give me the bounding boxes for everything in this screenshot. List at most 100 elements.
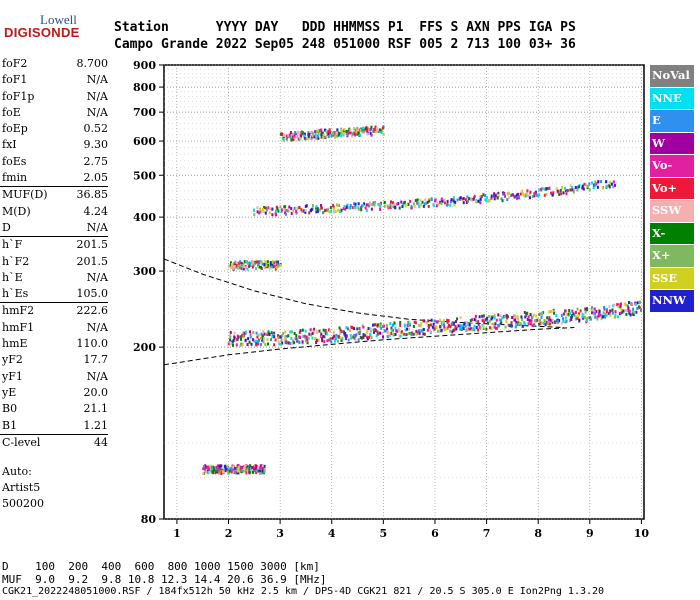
echo-mark — [374, 125, 377, 129]
echo-mark — [345, 334, 348, 338]
echo-mark — [336, 339, 339, 343]
echo-mark — [275, 260, 278, 264]
echo-mark — [530, 319, 533, 323]
echo-mark — [266, 338, 269, 342]
echo-mark — [317, 136, 320, 140]
echo-mark — [218, 471, 221, 475]
echo-mark — [449, 203, 452, 207]
echo-mark — [627, 306, 630, 310]
echo-mark — [253, 263, 256, 267]
echo-mark — [345, 204, 348, 208]
echo-mark — [629, 302, 632, 306]
echo-mark — [333, 135, 336, 139]
echo-mark — [433, 327, 436, 331]
echo-mark — [308, 132, 311, 136]
echo-mark — [446, 318, 449, 322]
echo-mark — [305, 204, 308, 208]
echo-mark — [527, 322, 530, 326]
echo-mark — [262, 209, 265, 213]
echo-mark — [271, 207, 274, 211]
echo-mark — [408, 320, 411, 324]
echo-mark — [486, 318, 489, 322]
echo-mark — [467, 326, 470, 330]
echo-mark — [481, 319, 484, 323]
echo-mark — [376, 127, 379, 131]
legend-item-x-: X+ — [650, 245, 694, 267]
echo-mark — [344, 337, 347, 341]
echo-mark — [400, 200, 403, 204]
param-key: h`F — [2, 238, 23, 252]
logo-main-text: DIGISONDE — [4, 25, 80, 40]
echo-mark — [461, 197, 464, 201]
echo-mark — [268, 211, 271, 215]
echo-mark — [284, 208, 287, 212]
echo-mark — [386, 327, 389, 331]
echo-mark — [311, 204, 314, 208]
echo-mark — [268, 332, 271, 336]
echo-mark — [608, 305, 611, 309]
echo-mark — [470, 198, 473, 202]
echo-mark — [427, 204, 430, 208]
echo-mark — [376, 330, 379, 334]
echo-mark — [479, 326, 482, 330]
echo-mark — [273, 331, 276, 335]
echo-mark — [351, 206, 354, 210]
param-value: N/A — [86, 270, 108, 284]
echo-mark — [570, 318, 573, 322]
echo-mark — [353, 202, 356, 206]
echo-mark — [343, 128, 346, 132]
echo-mark — [360, 208, 363, 212]
echo-mark — [619, 311, 622, 315]
echo-mark — [238, 262, 241, 266]
echo-mark — [280, 132, 283, 136]
echo-mark — [212, 466, 215, 470]
echo-mark — [243, 464, 246, 468]
echo-mark — [212, 471, 215, 475]
echo-mark — [474, 314, 477, 318]
echo-mark — [229, 333, 232, 337]
auto-line: Auto: — [2, 465, 32, 479]
echo-mark — [564, 309, 567, 313]
echo-mark — [524, 322, 527, 326]
echo-mark — [293, 331, 296, 335]
echo-mark — [475, 200, 478, 204]
echo-mark — [523, 310, 526, 314]
echo-mark — [504, 325, 507, 329]
echo-mark — [327, 135, 330, 139]
echo-mark — [257, 263, 260, 267]
echo-mark — [350, 336, 353, 340]
echo-mark — [485, 327, 488, 331]
echo-mark — [400, 330, 403, 334]
param-key: yF2 — [2, 353, 23, 367]
echo-mark — [556, 189, 559, 193]
auto-line: Artist5 — [2, 481, 41, 495]
echo-mark — [421, 328, 424, 332]
echo-mark — [516, 192, 519, 196]
echo-mark — [493, 325, 496, 329]
echo-mark — [352, 131, 355, 135]
echo-mark — [248, 340, 251, 344]
echo-mark — [227, 466, 230, 470]
echo-mark — [426, 328, 429, 332]
echo-mark — [436, 320, 439, 324]
legend-item-ssw: SSW — [650, 200, 694, 222]
echo-mark — [246, 465, 249, 469]
echo-mark — [304, 339, 307, 343]
echo-mark — [325, 130, 328, 134]
echo-mark — [427, 319, 430, 323]
echo-mark — [595, 310, 598, 314]
echo-mark — [232, 264, 235, 268]
echo-mark — [409, 199, 412, 203]
echo-mark — [436, 329, 439, 333]
echo-mark — [293, 337, 296, 341]
echo-mark — [457, 324, 460, 328]
param-value: 4.24 — [83, 204, 109, 218]
echo-mark — [222, 470, 225, 474]
echo-mark — [278, 342, 281, 346]
echo-mark — [392, 205, 395, 209]
echo-mark — [254, 340, 257, 344]
echo-mark — [389, 200, 392, 204]
echo-mark — [255, 464, 258, 468]
echo-mark — [304, 329, 307, 333]
echo-mark — [260, 210, 263, 214]
